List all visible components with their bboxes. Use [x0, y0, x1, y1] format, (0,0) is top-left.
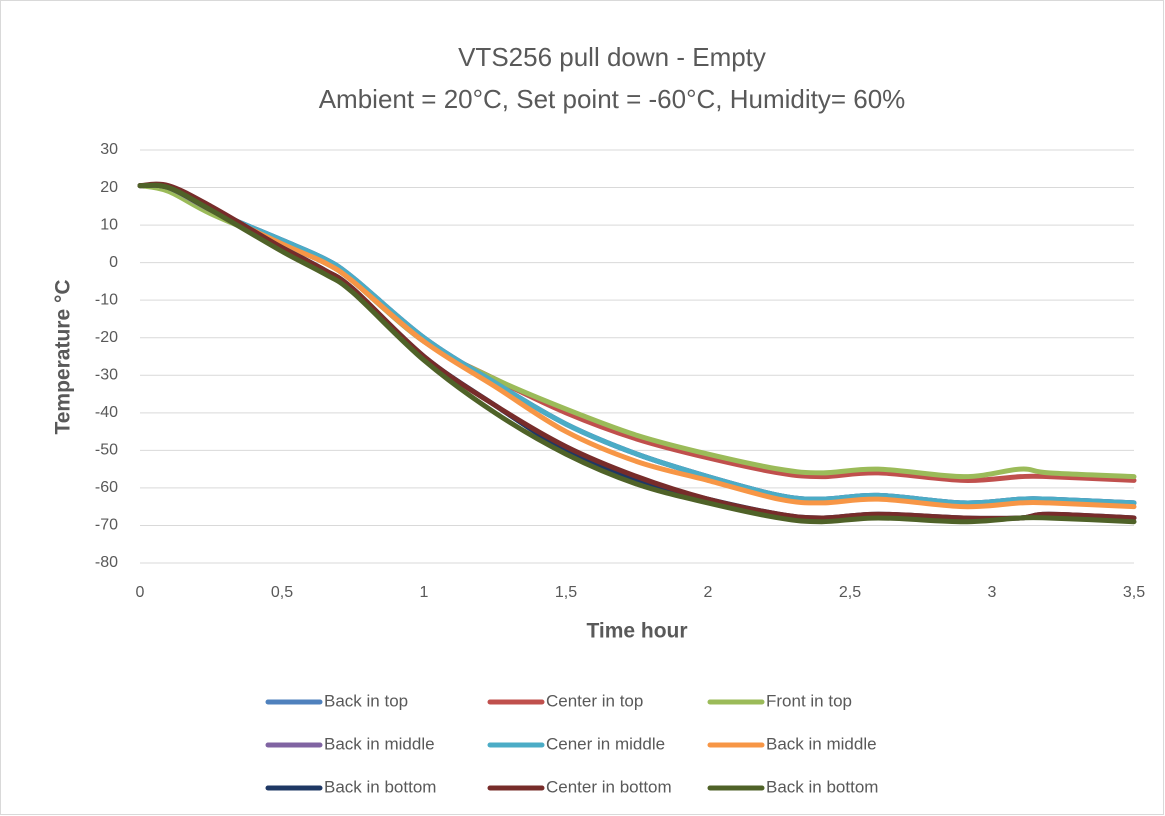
legend-label: Cener in middle — [546, 734, 665, 753]
y-tick-label: -60 — [95, 479, 118, 496]
series-line — [137, 182, 1137, 506]
x-tick-label: 1,5 — [555, 584, 577, 601]
legend-label: Back in bottom — [324, 777, 436, 796]
y-tick-label: 10 — [100, 216, 118, 233]
x-axis-label: Time hour — [586, 620, 687, 643]
y-tick-label: 20 — [100, 179, 118, 196]
chart-subtitle: Ambient = 20°C, Set point = -60°C, Humid… — [319, 84, 906, 114]
series-line — [137, 182, 1137, 525]
y-tick-label: -20 — [95, 329, 118, 346]
x-tick-label: 3,5 — [1123, 584, 1145, 601]
series-line — [137, 181, 1137, 521]
x-tick-label: 2 — [704, 584, 713, 601]
legend-label: Back in middle — [324, 734, 435, 753]
legend-label: Center in bottom — [546, 777, 672, 796]
y-tick-label: -70 — [95, 517, 118, 534]
y-axis-label: Temperature °C — [52, 279, 75, 434]
chart-title: VTS256 pull down - Empty — [458, 42, 766, 72]
y-tick-label: -10 — [95, 291, 118, 308]
y-tick-label: -40 — [95, 404, 118, 421]
series-line — [137, 182, 1137, 510]
y-tick-label: 0 — [109, 254, 118, 271]
legend-label: Back in top — [324, 691, 408, 710]
legend-label: Back in middle — [766, 734, 877, 753]
x-tick-label: 0 — [136, 584, 145, 601]
x-tick-label: 0,5 — [271, 584, 293, 601]
legend-label: Front in top — [766, 691, 852, 710]
x-tick-label: 3 — [988, 584, 997, 601]
x-tick-label: 2,5 — [839, 584, 861, 601]
y-tick-label: -80 — [95, 554, 118, 571]
legend-label: Back in bottom — [766, 777, 878, 796]
y-tick-label: -50 — [95, 442, 118, 459]
y-tick-label: 30 — [100, 141, 118, 158]
y-tick-label: -30 — [95, 366, 118, 383]
x-tick-label: 1 — [420, 584, 429, 601]
legend-label: Center in top — [546, 691, 643, 710]
